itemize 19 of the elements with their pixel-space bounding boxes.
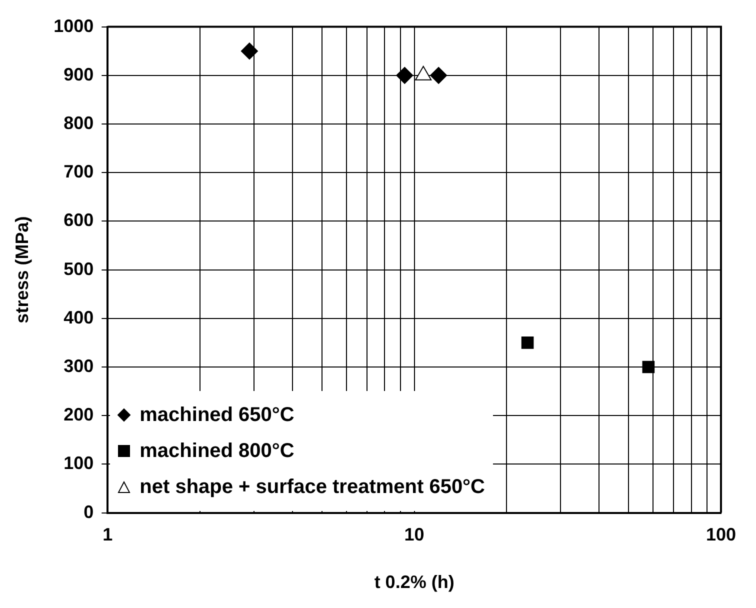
- y-tick-label: 700: [64, 162, 94, 182]
- y-tick-label: 100: [64, 453, 94, 474]
- y-tick-label: 0: [84, 502, 94, 522]
- y-tick-label: 500: [64, 258, 94, 279]
- x-tick-label: 1: [102, 524, 113, 545]
- x-tick-label: 100: [706, 524, 736, 545]
- y-tick-label: 1000: [54, 16, 94, 36]
- legend-label: machined 800°C: [140, 438, 294, 464]
- y-tick-label: 300: [64, 356, 94, 376]
- y-tick-label: 800: [64, 112, 94, 133]
- legend-label: machined 650°C: [140, 402, 294, 428]
- legend-label: net shape + surface treatment 650°C: [140, 474, 486, 500]
- x-tick-label: 10: [404, 524, 424, 545]
- y-tick-label: 900: [64, 64, 94, 84]
- y-tick-label: 600: [64, 210, 94, 230]
- y-axis-title: stress (MPa): [12, 216, 32, 324]
- y-tick-label: 400: [64, 307, 94, 328]
- x-axis-title: t 0.2% (h): [374, 572, 454, 592]
- y-tick-label: 200: [64, 404, 94, 425]
